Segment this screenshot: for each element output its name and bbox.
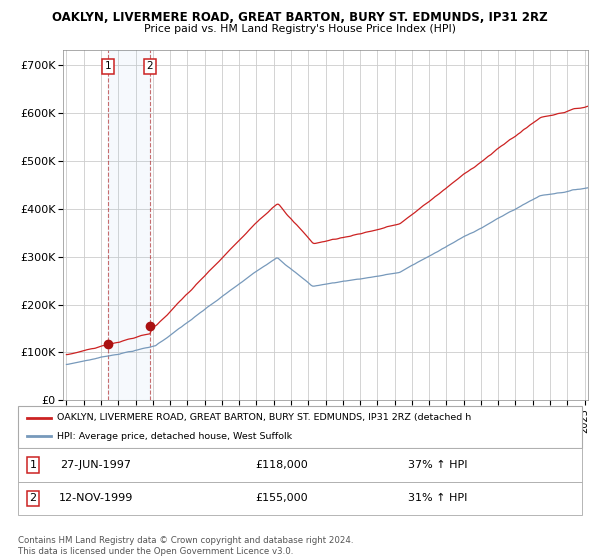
Text: 31% ↑ HPI: 31% ↑ HPI [409,493,467,503]
Text: £155,000: £155,000 [256,493,308,503]
Text: HPI: Average price, detached house, West Suffolk: HPI: Average price, detached house, West… [57,432,292,441]
Text: 27-JUN-1997: 27-JUN-1997 [61,460,131,470]
Text: Price paid vs. HM Land Registry's House Price Index (HPI): Price paid vs. HM Land Registry's House … [144,24,456,34]
Text: £118,000: £118,000 [256,460,308,470]
Text: 37% ↑ HPI: 37% ↑ HPI [408,460,468,470]
Text: Contains HM Land Registry data © Crown copyright and database right 2024.
This d: Contains HM Land Registry data © Crown c… [18,536,353,556]
Text: 2: 2 [146,61,153,71]
Text: OAKLYN, LIVERMERE ROAD, GREAT BARTON, BURY ST. EDMUNDS, IP31 2RZ (detached h: OAKLYN, LIVERMERE ROAD, GREAT BARTON, BU… [57,413,471,422]
Text: 1: 1 [29,460,37,470]
Text: 1: 1 [105,61,112,71]
Bar [108,50,150,400]
Text: 2: 2 [29,493,37,503]
Text: OAKLYN, LIVERMERE ROAD, GREAT BARTON, BURY ST. EDMUNDS, IP31 2RZ: OAKLYN, LIVERMERE ROAD, GREAT BARTON, BU… [52,11,548,24]
Text: 12-NOV-1999: 12-NOV-1999 [59,493,133,503]
